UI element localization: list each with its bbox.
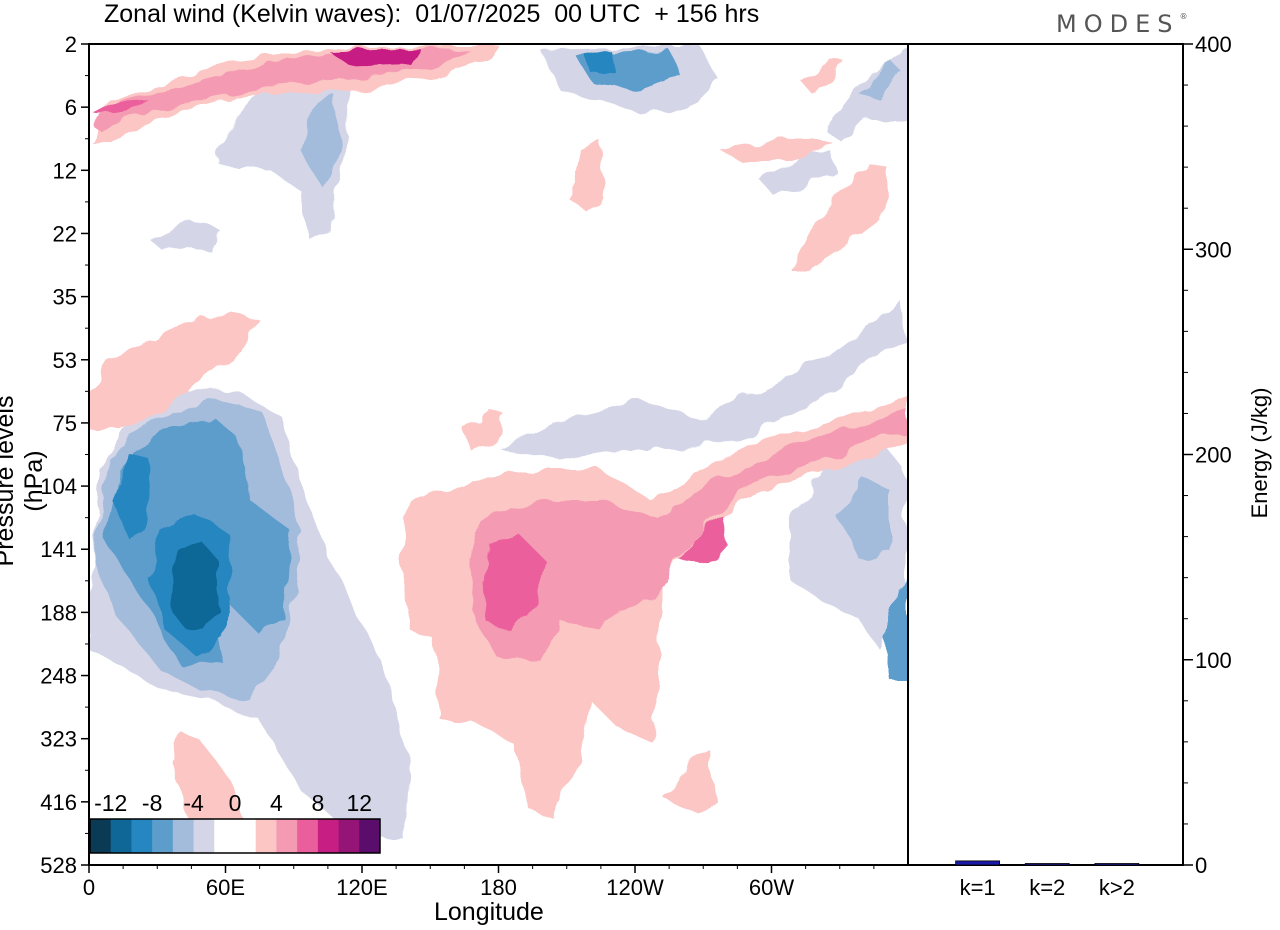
colorbar-label: -8: [142, 790, 162, 816]
colorbar-cell: [152, 819, 174, 853]
colorbar-label: 0: [229, 790, 242, 816]
pos-region-mid-center: [465, 410, 505, 450]
x-tick-label: 180: [480, 875, 517, 900]
pos-region-large-east-mid: [470, 410, 908, 660]
y-tick-label: 12: [53, 158, 77, 183]
energy-bar: [1094, 863, 1140, 866]
pos-region-mid-left: [89, 310, 260, 430]
x-tick-label: 120E: [336, 875, 387, 900]
y-tick-label: 248: [40, 664, 77, 689]
colorbar-cell: [214, 819, 236, 853]
registered-mark: ®: [1179, 12, 1188, 21]
y-tick-label: 323: [40, 727, 77, 752]
energy-category-label: k=1: [960, 875, 996, 900]
pos-region-upper-band-core: [330, 48, 420, 66]
y-tick-label: 188: [40, 600, 77, 625]
colorbar-cell: [276, 819, 298, 853]
energy-panel: 0 100 200 300 400 k=1 k=2 k>2: [907, 32, 1232, 900]
y-tick-label: 53: [53, 348, 77, 373]
neg-region-east-edge: [885, 580, 908, 680]
y-tick-label: 528: [40, 853, 77, 878]
x-tick-label: 60E: [206, 875, 245, 900]
colorbar-cell: [359, 819, 381, 853]
x-tick-label: 60W: [749, 875, 794, 900]
wind-field: [89, 46, 908, 840]
energy-category-label: k=2: [1029, 875, 1065, 900]
brand-logo: MODES®: [1056, 10, 1187, 38]
heatmap-panel: 2 6 12 22 35 53 75 104 141 188 248 323 416 528 0 60E 12…: [40, 32, 909, 900]
energy-axis-title: Energy (J/kg): [1247, 387, 1272, 519]
y-tick-label: 22: [53, 221, 77, 246]
neg-region-upper-right-1: [760, 150, 835, 192]
pos-region-upper-band-strong: [95, 100, 150, 115]
easterly-anomalies: [89, 46, 908, 840]
pos-region-upper-mid-2: [720, 140, 830, 160]
y-tick-label: 35: [53, 285, 77, 310]
colorbar-label: -4: [183, 790, 204, 816]
neg-region-upper-east-mid: [860, 60, 900, 100]
colorbar-cell: [297, 819, 319, 853]
neg-region-core: [168, 540, 218, 630]
chart-title: Zonal wind (Kelvin waves): 01/07/2025 00…: [104, 0, 760, 28]
colorbar-cell: [172, 819, 195, 853]
pos-region-upper-center: [570, 140, 605, 210]
pos-region-upper-band-mid: [92, 48, 470, 130]
colorbar-label: -12: [94, 790, 127, 816]
pos-region-bottom-right: [665, 750, 715, 815]
energy-tick-label: 300: [1195, 237, 1232, 262]
neg-region-upper-west-mid: [300, 95, 340, 190]
y-tick-label: 75: [53, 411, 77, 436]
colorbar: -12 -8 -4 0 4 8 12: [89, 790, 381, 854]
energy-tick-label: 200: [1195, 443, 1232, 468]
westerly-anomalies: [89, 46, 908, 840]
energy-tick-label: 400: [1195, 32, 1232, 57]
energy-category-label: k>2: [1099, 875, 1135, 900]
energy-frame: [907, 43, 1184, 866]
pressure-axis: 2 6 12 22 35 53 75 104 141 188 248 323 416 528: [40, 32, 89, 878]
neg-region-upper-mid-core: [585, 50, 615, 74]
colorbar-cell: [235, 819, 257, 853]
x-axis-title: Longitude: [434, 898, 544, 926]
x-tick-label: 0: [83, 875, 95, 900]
neg-region-bar-west: [112, 455, 150, 540]
colorbar-cell: [338, 819, 360, 853]
colorbar-label: 4: [270, 790, 283, 816]
pos-region-large-east: [400, 395, 908, 820]
colorbar-frame: [89, 818, 381, 854]
brand-name: MODES: [1056, 10, 1180, 38]
colorbar-cell: [110, 819, 132, 853]
colorbar-cell: [131, 819, 153, 853]
pos-region-core-west: [480, 535, 545, 630]
neg-region-east-lower-mid: [840, 480, 890, 560]
energy-bar: [1024, 863, 1070, 866]
longitude-axis: 0 60E 120E 180 120W 60W: [83, 865, 875, 900]
pos-region-core-east: [680, 515, 728, 565]
energy-axis: 0 100 200 300 400: [1183, 32, 1232, 878]
pos-region-lower-left: [170, 730, 250, 840]
energy-tick-label: 0: [1195, 853, 1207, 878]
y-tick-label: 6: [65, 95, 77, 120]
colorbar-label: 8: [311, 790, 324, 816]
colorbar-cell: [255, 819, 277, 853]
pos-region-upper-right: [790, 165, 890, 270]
energy-tick-label: 100: [1195, 648, 1232, 673]
y-tick-label: 104: [40, 474, 77, 499]
colorbar-cell: [317, 819, 340, 853]
y-tick-label: 141: [40, 537, 77, 562]
y-axis-title: Pressure levels (hPa): [0, 395, 48, 567]
neg-region-east-upper: [500, 300, 905, 460]
y-tick-label: 416: [40, 790, 77, 815]
pos-region-upper-right-2: [800, 60, 845, 92]
x-tick-label: 120W: [606, 875, 664, 900]
energy-bar: [955, 860, 1001, 866]
neg-region-upper-west-left: [150, 220, 220, 250]
wavenumber-labels: k=1 k=2 k>2: [960, 875, 1135, 900]
y-tick-label: 2: [65, 32, 77, 57]
colorbar-cell: [193, 819, 215, 853]
colorbar-cell: [90, 819, 112, 853]
colorbar-label: 12: [346, 790, 372, 816]
